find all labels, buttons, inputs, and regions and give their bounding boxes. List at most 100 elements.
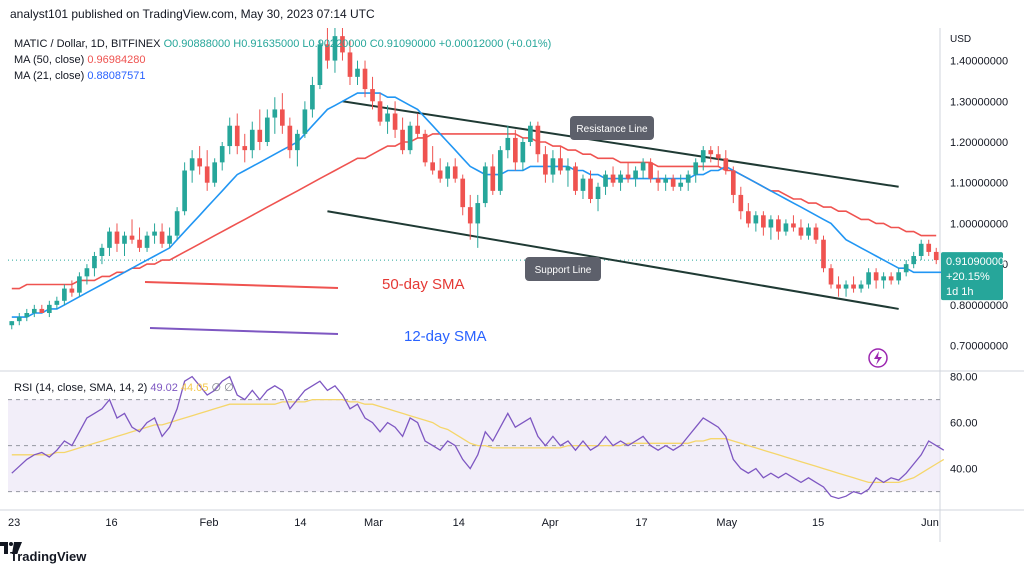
legend-ma21-value: 0.88087571: [87, 70, 146, 82]
candle-body: [287, 125, 293, 151]
chart-canvas[interactable]: USD 1.40000000 1.30000000 1.20000000 1.10000…: [0, 28, 1024, 542]
candle-body: [595, 186, 601, 199]
candle-body: [332, 36, 338, 61]
candle-body: [873, 272, 879, 281]
resistance-callout-text: Resistance Line: [576, 124, 648, 135]
legend-ma50-row[interactable]: MA (50, close) 0.96984280: [14, 52, 551, 68]
time-tick-label: Feb: [200, 517, 219, 529]
support-line: [327, 210, 899, 310]
price-tick-label: 0.70000000: [950, 341, 1008, 353]
candle-body: [31, 308, 37, 313]
sma50-annotation-text: 50-day SMA: [382, 276, 465, 293]
rsi-legend[interactable]: RSI (14, close, SMA, 14, 2) 49.02 44.05 …: [14, 381, 234, 394]
time-tick-label: 16: [105, 517, 117, 529]
candle-body: [415, 125, 420, 134]
ma21-line: [11, 92, 944, 318]
rsi-legend-label: RSI (14, close, SMA, 14, 2): [14, 382, 148, 394]
candle-body: [836, 284, 841, 289]
candle-body: [663, 178, 668, 183]
candle-body: [550, 158, 556, 175]
candle-body: [573, 166, 578, 191]
candle-body: [385, 113, 390, 122]
candle-body: [896, 272, 901, 281]
lightning-icon: [874, 351, 882, 365]
candle-body: [197, 158, 202, 167]
candle-body: [69, 288, 75, 293]
candle-body: [174, 211, 180, 236]
price-tick-label: 1.00000000: [950, 218, 1008, 230]
candle-body: [625, 174, 631, 179]
time-tick-label: 15: [812, 517, 824, 529]
legend-ma21-row[interactable]: MA (21, close) 0.88087571: [14, 68, 551, 84]
candle-body: [603, 174, 608, 187]
candle-body: [881, 276, 886, 281]
candle-body: [655, 178, 661, 183]
sma50-annotation-line: [144, 281, 339, 289]
candle-body: [159, 231, 165, 244]
candle-body: [212, 162, 218, 183]
support-callout-box: [525, 257, 601, 281]
candle-body: [730, 170, 736, 195]
candle-body: [678, 182, 684, 187]
candle-body: [513, 137, 518, 163]
candle-body: [843, 284, 849, 289]
candle-body: [144, 235, 150, 248]
rsi-tick-label: 60.00: [950, 418, 978, 430]
legend-symbol-row: MATIC / Dollar, 1D, BITFINEX O0.90888000…: [14, 36, 551, 52]
rsi-line: [11, 375, 945, 500]
rsi-ma-line: [11, 398, 945, 484]
candle-body: [715, 154, 721, 159]
time-tick-label: Mar: [364, 517, 383, 529]
candle-body: [633, 170, 638, 179]
legend-symbol[interactable]: MATIC / Dollar, 1D, BITFINEX: [14, 38, 161, 50]
candle-body: [257, 129, 263, 142]
candle-body: [9, 321, 15, 326]
candle-body: [407, 125, 413, 151]
candle-body: [39, 308, 45, 313]
rsi-tick-label: 80.00: [950, 372, 978, 384]
candle-body: [693, 162, 699, 175]
candle-body: [828, 268, 834, 285]
candle-body: [77, 276, 82, 293]
candle-body: [460, 178, 466, 208]
time-tick-label: 23: [8, 517, 20, 529]
candle-body: [497, 150, 503, 191]
sma12-annotation-line: [149, 327, 339, 335]
chart-legend: MATIC / Dollar, 1D, BITFINEX O0.90888000…: [14, 36, 551, 84]
rsi-legend-icons[interactable]: ∅ ∅: [211, 382, 234, 394]
candle-body: [167, 235, 172, 244]
candle-body: [249, 129, 255, 151]
candle-body: [723, 158, 729, 171]
candle-body: [482, 166, 488, 204]
candle-body: [370, 89, 375, 102]
candle-body: [310, 85, 315, 110]
ma50-line: [11, 133, 937, 290]
candle-body: [610, 174, 616, 183]
candle-body: [851, 284, 856, 289]
price-tick-label: 1.10000000: [950, 178, 1008, 190]
candle-body: [791, 223, 796, 228]
chart-area[interactable]: USD 1.40000000 1.30000000 1.20000000 1.10000…: [0, 28, 1024, 542]
legend-ohlc: O0.90888000 H0.91635000 L0.90220000 C0.9…: [163, 38, 552, 50]
candle-body: [903, 264, 909, 273]
candle-body: [325, 44, 330, 61]
candle-body: [62, 288, 67, 301]
candle-body: [107, 231, 112, 248]
candle-body: [528, 125, 533, 142]
candle-body: [340, 36, 345, 53]
publisher-header: analyst101 published on TradingView.com,…: [10, 7, 375, 21]
candle-body: [92, 256, 97, 269]
candle-body: [242, 146, 248, 151]
candle-body: [47, 304, 52, 313]
rsi-legend-value: 49.02: [150, 382, 178, 394]
candle-body: [761, 215, 766, 228]
candle-body: [670, 178, 676, 187]
candle-body: [475, 203, 481, 224]
candle-body: [821, 239, 826, 269]
time-tick-label: 14: [294, 517, 306, 529]
candle-body: [798, 227, 804, 236]
candle-body: [452, 166, 458, 179]
candle-body: [227, 125, 233, 147]
candle-body: [295, 133, 300, 151]
candle-body: [753, 215, 759, 224]
